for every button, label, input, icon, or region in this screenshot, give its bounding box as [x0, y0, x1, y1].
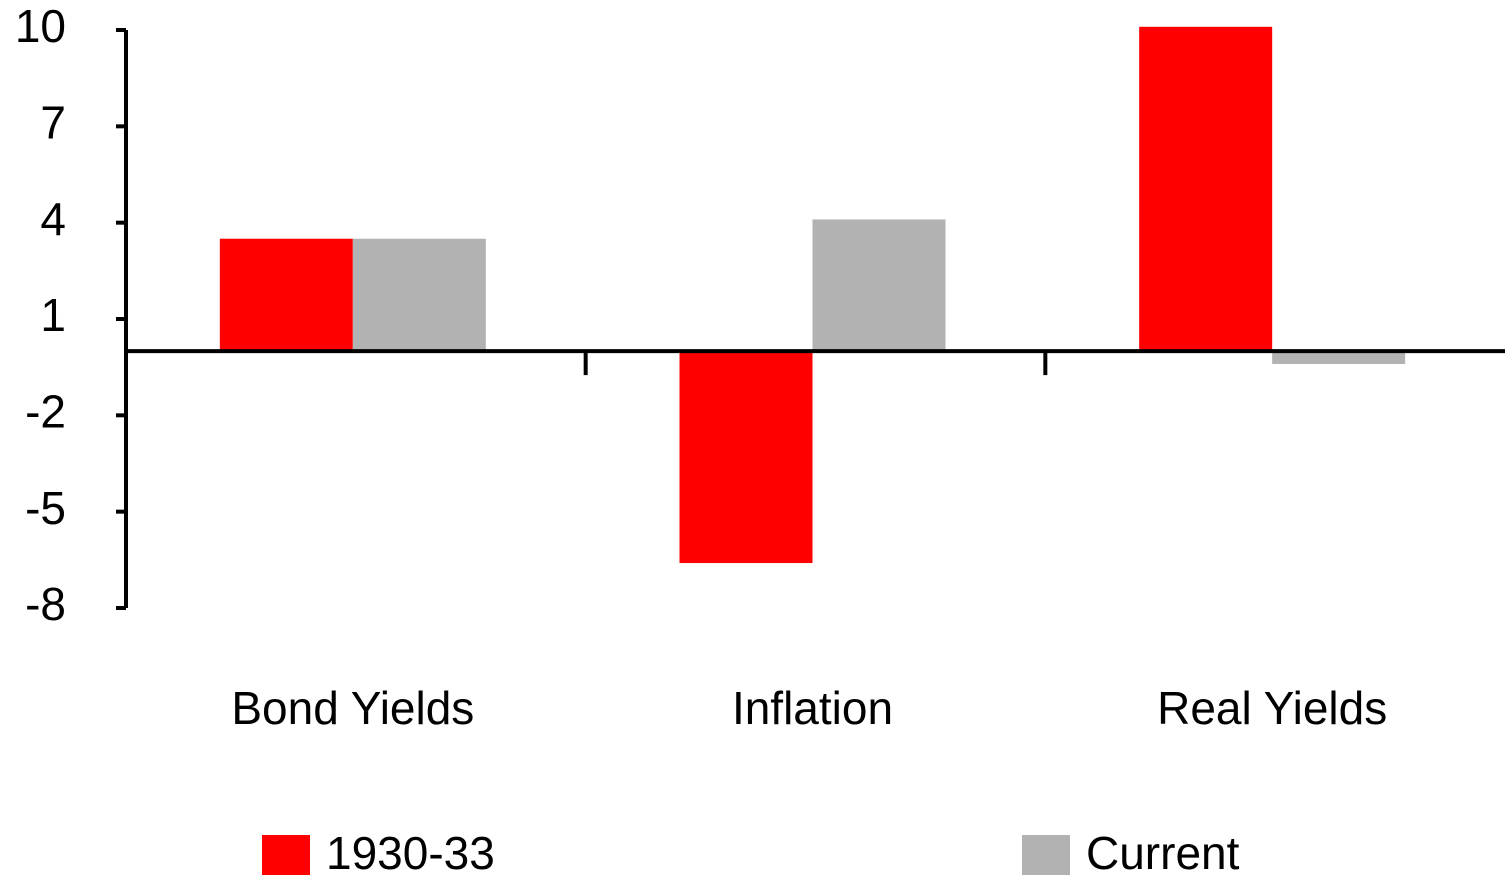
x-tick-label: Real Yields: [1157, 682, 1387, 734]
y-tick-label: 10: [15, 0, 66, 52]
y-tick-label: 4: [40, 193, 66, 245]
legend-swatch: [1022, 835, 1070, 875]
legend-label: 1930-33: [326, 827, 495, 879]
legend-swatch: [262, 835, 310, 875]
bar: [1139, 26, 1273, 352]
bar: [219, 238, 353, 352]
x-tick-label: Bond Yields: [231, 682, 474, 734]
y-tick-label: 7: [40, 96, 66, 148]
y-tick-label: 1: [40, 289, 66, 341]
bar: [1272, 351, 1406, 364]
x-tick-label: Inflation: [732, 682, 893, 734]
bar: [812, 219, 946, 352]
y-tick-label: -2: [25, 385, 66, 437]
legend-label: Current: [1086, 827, 1240, 879]
y-tick-label: -5: [25, 482, 66, 534]
y-tick-label: -8: [25, 578, 66, 630]
bar: [352, 238, 486, 352]
bar: [679, 351, 813, 564]
